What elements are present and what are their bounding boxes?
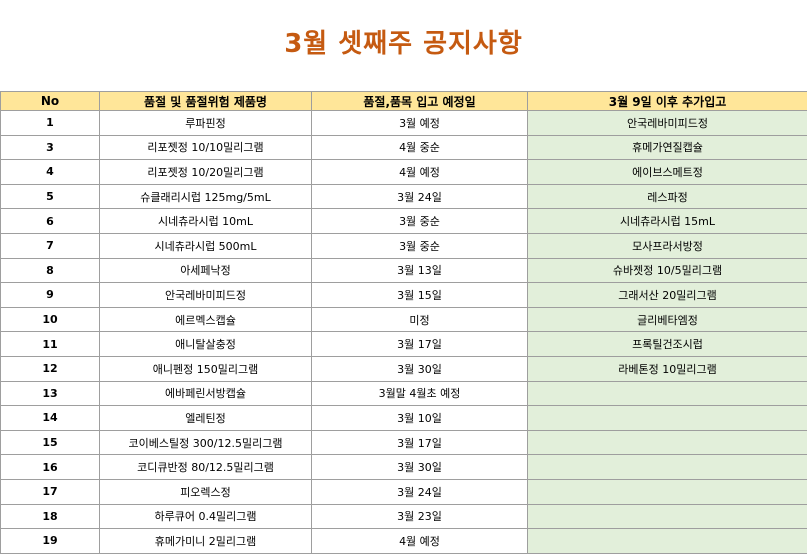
table-row: 9 안국레바미피드정 3월 15일 그래서산 20밀리그램	[0, 282, 807, 308]
cell-extra[interactable]: 모사프라서방정	[527, 232, 807, 259]
table-row: 8 아세페낙정 3월 13일 슈바젯정 10/5밀리그램	[0, 257, 807, 284]
table-body: 1 루파핀정 3월 예정 안국레바미피드정 3 리포젯정 10/10밀리그램 4월 중순 휴메…	[0, 110, 807, 554]
table-row: 13 에바페린서방캡슐 3월말 4월초 예정	[0, 380, 807, 407]
cell-eta[interactable]: 3월 중순	[311, 208, 528, 234]
cell-product[interactable]: 에르멕스캡슐	[99, 306, 312, 333]
cell-eta[interactable]: 3월 15일	[311, 282, 528, 308]
cell-product[interactable]: 피오렉스정	[99, 478, 312, 505]
cell-eta[interactable]: 3월 중순	[311, 232, 528, 259]
table-row: 4 리포젯정 10/20밀리그램 4월 예정 에이브스메트정	[0, 159, 807, 185]
cell-no[interactable]: 19	[0, 528, 100, 554]
cell-extra[interactable]: 에이브스메트정	[527, 159, 807, 185]
cell-product[interactable]: 코이베스틸정 300/12.5밀리그램	[99, 429, 312, 456]
cell-extra[interactable]	[527, 454, 807, 480]
table-row: 19 휴메가미니 2밀리그램 4월 예정	[0, 528, 807, 554]
table-row: 11 애니탈살충정 3월 17일 프록틸건조시럽	[0, 331, 807, 357]
cell-no[interactable]: 11	[0, 331, 100, 357]
cell-extra[interactable]: 휴메가연질캡슐	[527, 134, 807, 161]
cell-no[interactable]: 5	[0, 183, 100, 210]
header-row: No 품절 및 품절위험 제품명 품절,품목 입고 예정일 3월 9일 이후 추…	[0, 91, 807, 111]
table-row: 14 엘레틴정 3월 10일	[0, 405, 807, 431]
table-row: 12 애니펜정 150밀리그램 3월 30일 라베톤정 10밀리그램	[0, 355, 807, 382]
cell-no[interactable]: 17	[0, 478, 100, 505]
table-row: 17 피오렉스정 3월 24일	[0, 478, 807, 505]
cell-eta[interactable]: 3월 13일	[311, 257, 528, 284]
cell-eta[interactable]: 미정	[311, 306, 528, 333]
cell-extra[interactable]: 안국레바미피드정	[527, 110, 807, 136]
table-row: 3 리포젯정 10/10밀리그램 4월 중순 휴메가연질캡슐	[0, 134, 807, 161]
cell-no[interactable]: 3	[0, 134, 100, 161]
cell-product[interactable]: 리포젯정 10/10밀리그램	[99, 134, 312, 161]
cell-eta[interactable]: 4월 중순	[311, 134, 528, 161]
cell-no[interactable]: 1	[0, 110, 100, 136]
cell-eta[interactable]: 3월 23일	[311, 503, 528, 530]
title-area: 3월 셋째주 공지사항	[0, 0, 807, 91]
column-header-no[interactable]: No	[0, 91, 100, 111]
cell-extra[interactable]	[527, 405, 807, 431]
cell-no[interactable]: 14	[0, 405, 100, 431]
cell-no[interactable]: 18	[0, 503, 100, 530]
cell-extra[interactable]	[527, 528, 807, 554]
cell-eta[interactable]: 3월 17일	[311, 429, 528, 456]
cell-no[interactable]: 10	[0, 306, 100, 333]
cell-eta[interactable]: 3월 30일	[311, 355, 528, 382]
column-header-eta[interactable]: 품절,품목 입고 예정일	[311, 91, 528, 111]
cell-product[interactable]: 애니탈살충정	[99, 331, 312, 357]
cell-product[interactable]: 코디큐반정 80/12.5밀리그램	[99, 454, 312, 480]
cell-eta[interactable]: 3월 24일	[311, 183, 528, 210]
cell-extra[interactable]: 글리베타엠정	[527, 306, 807, 333]
cell-product[interactable]: 에바페린서방캡슐	[99, 380, 312, 407]
table-row: 1 루파핀정 3월 예정 안국레바미피드정	[0, 110, 807, 136]
cell-product[interactable]: 루파핀정	[99, 110, 312, 136]
column-header-extra[interactable]: 3월 9일 이후 추가입고	[527, 91, 807, 111]
cell-product[interactable]: 시네츄라시럽 10mL	[99, 208, 312, 234]
cell-no[interactable]: 6	[0, 208, 100, 234]
cell-eta[interactable]: 3월 17일	[311, 331, 528, 357]
cell-no[interactable]: 12	[0, 355, 100, 382]
cell-extra[interactable]: 라베톤정 10밀리그램	[527, 355, 807, 382]
cell-extra[interactable]: 레스파정	[527, 183, 807, 210]
cell-product[interactable]: 리포젯정 10/20밀리그램	[99, 159, 312, 185]
cell-product[interactable]: 안국레바미피드정	[99, 282, 312, 308]
cell-product[interactable]: 아세페낙정	[99, 257, 312, 284]
column-header-product[interactable]: 품절 및 품절위험 제품명	[99, 91, 312, 111]
cell-eta[interactable]: 3월 예정	[311, 110, 528, 136]
table-row: 16 코디큐반정 80/12.5밀리그램 3월 30일	[0, 454, 807, 480]
cell-eta[interactable]: 4월 예정	[311, 159, 528, 185]
cell-extra[interactable]: 슈바젯정 10/5밀리그램	[527, 257, 807, 284]
cell-extra[interactable]	[527, 478, 807, 505]
cell-eta[interactable]: 3월 30일	[311, 454, 528, 480]
notice-table: No 품절 및 품절위험 제품명 품절,품목 입고 예정일 3월 9일 이후 추…	[0, 91, 807, 554]
cell-eta[interactable]: 4월 예정	[311, 528, 528, 554]
cell-no[interactable]: 16	[0, 454, 100, 480]
cell-no[interactable]: 13	[0, 380, 100, 407]
cell-product[interactable]: 하루큐어 0.4밀리그램	[99, 503, 312, 530]
cell-no[interactable]: 8	[0, 257, 100, 284]
cell-no[interactable]: 9	[0, 282, 100, 308]
table-row: 18 하루큐어 0.4밀리그램 3월 23일	[0, 503, 807, 530]
table-row: 6 시네츄라시럽 10mL 3월 중순 시네츄라시럽 15mL	[0, 208, 807, 234]
table-row: 15 코이베스틸정 300/12.5밀리그램 3월 17일	[0, 429, 807, 456]
cell-no[interactable]: 4	[0, 159, 100, 185]
cell-extra[interactable]: 시네츄라시럽 15mL	[527, 208, 807, 234]
table-row: 10 에르멕스캡슐 미정 글리베타엠정	[0, 306, 807, 333]
cell-no[interactable]: 7	[0, 232, 100, 259]
cell-extra[interactable]: 프록틸건조시럽	[527, 331, 807, 357]
cell-product[interactable]: 시네츄라시럽 500mL	[99, 232, 312, 259]
cell-extra[interactable]	[527, 503, 807, 530]
table-row: 5 슈클래리시럽 125mg/5mL 3월 24일 레스파정	[0, 183, 807, 210]
page-title: 3월 셋째주 공지사항	[284, 29, 523, 59]
cell-extra[interactable]	[527, 380, 807, 407]
cell-no[interactable]: 15	[0, 429, 100, 456]
cell-product[interactable]: 슈클래리시럽 125mg/5mL	[99, 183, 312, 210]
cell-eta[interactable]: 3월말 4월초 예정	[311, 380, 528, 407]
table-row: 7 시네츄라시럽 500mL 3월 중순 모사프라서방정	[0, 232, 807, 259]
cell-product[interactable]: 휴메가미니 2밀리그램	[99, 528, 312, 554]
cell-eta[interactable]: 3월 10일	[311, 405, 528, 431]
cell-product[interactable]: 엘레틴정	[99, 405, 312, 431]
cell-product[interactable]: 애니펜정 150밀리그램	[99, 355, 312, 382]
cell-eta[interactable]: 3월 24일	[311, 478, 528, 505]
cell-extra[interactable]: 그래서산 20밀리그램	[527, 282, 807, 308]
cell-extra[interactable]	[527, 429, 807, 456]
